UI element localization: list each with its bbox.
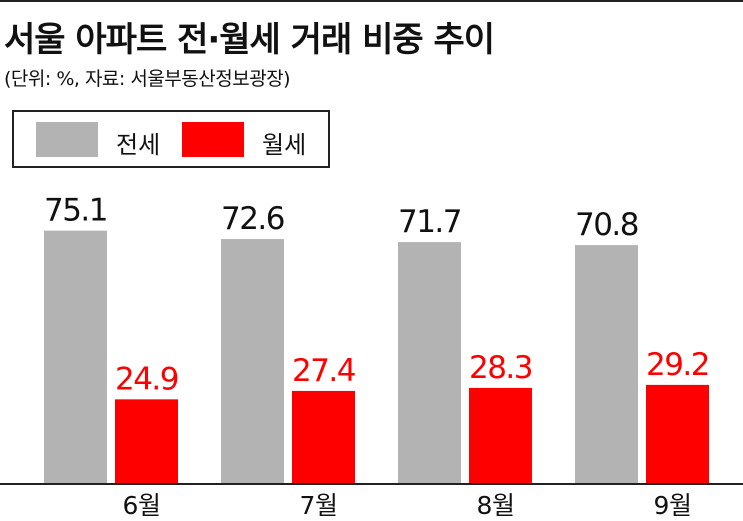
bar-wolse-1 [115,399,178,483]
legend-label-wolse: 월세 [262,131,307,159]
chart-subtitle: (단위: %, 자료: 서울부동산정보광장) [4,68,291,90]
value-label-wolse-1: 24.9 [115,361,178,397]
legend-swatch-jeonse [36,122,98,157]
bar-wolse-2 [292,390,355,483]
legend-label-jeonse: 전세 [116,131,161,159]
legend: 전세 월세 [12,110,330,168]
x-tick-label-2: 7월 [300,491,338,520]
chart-title: 서울 아파트 전·월세 거래 비중 추이 [4,20,495,60]
value-label-jeonse-3: 71.7 [398,204,461,240]
bar-wolse-3 [469,387,532,483]
bar-jeonse-2 [221,239,284,483]
value-label-jeonse-4: 70.8 [575,207,638,243]
x-tick-label-3: 8월 [477,491,515,520]
value-label-jeonse-1: 75.1 [44,193,107,229]
bar-wolse-4 [646,384,709,483]
value-label-jeonse-2: 72.6 [221,201,284,237]
value-label-wolse-4: 29.2 [646,347,709,383]
bar-jeonse-3 [398,242,461,483]
value-label-wolse-2: 27.4 [292,353,355,389]
bar-jeonse-1 [44,230,107,483]
legend-swatch-wolse [182,122,244,157]
value-label-wolse-3: 28.3 [469,350,532,386]
x-tick-label-4: 9월 [654,491,692,520]
top-rule [0,0,743,2]
x-tick-label-1: 6월 [123,491,161,520]
bar-jeonse-4 [575,245,638,483]
